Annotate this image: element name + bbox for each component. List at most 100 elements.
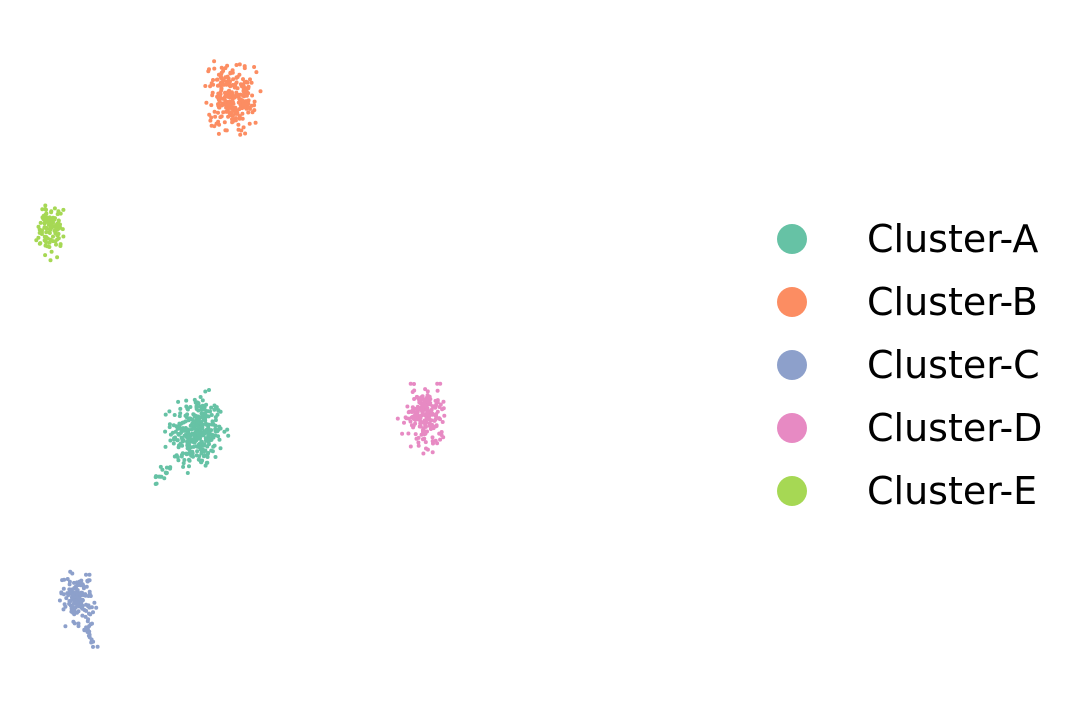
- point-cluster-a-335: [162, 476, 167, 481]
- point-cluster-a-298: [205, 455, 210, 459]
- point-cluster-b-140: [234, 63, 239, 67]
- point-cluster-d-188: [435, 400, 440, 405]
- point-cluster-b-156: [240, 116, 245, 121]
- point-cluster-e-109: [55, 233, 60, 238]
- point-cluster-c-128: [68, 590, 73, 595]
- point-cluster-e-105: [38, 220, 43, 225]
- point-cluster-a-113: [181, 461, 186, 466]
- point-cluster-c-12: [63, 624, 68, 629]
- point-cluster-d-140: [413, 432, 418, 437]
- point-cluster-b-11: [241, 125, 246, 130]
- point-cluster-a-264: [215, 412, 220, 417]
- point-cluster-c-134: [83, 593, 88, 598]
- point-cluster-d-161: [413, 406, 417, 411]
- point-cluster-e-65: [50, 216, 54, 221]
- point-cluster-d-141: [432, 418, 437, 423]
- point-cluster-e-106: [48, 237, 53, 242]
- point-cluster-b-237: [230, 117, 234, 122]
- point-cluster-b-81: [238, 132, 243, 137]
- point-cluster-b-217: [230, 91, 235, 96]
- point-cluster-d-72: [416, 443, 421, 448]
- point-cluster-a-317: [189, 431, 194, 436]
- point-cluster-a-307: [205, 452, 210, 456]
- point-cluster-b-164: [248, 77, 252, 82]
- point-cluster-d-138: [420, 437, 425, 442]
- point-cluster-b-257: [246, 98, 251, 103]
- point-cluster-e-107: [43, 243, 48, 248]
- point-cluster-c-86: [61, 586, 66, 591]
- point-cluster-b-72: [254, 70, 259, 75]
- point-cluster-b-249: [227, 101, 232, 106]
- point-cluster-d-185: [438, 437, 443, 442]
- point-cluster-a-295: [200, 430, 204, 435]
- point-cluster-e-69: [55, 255, 60, 260]
- point-cluster-b-251: [203, 84, 208, 88]
- point-cluster-d-166: [415, 404, 420, 409]
- point-cluster-d-181: [403, 415, 408, 420]
- point-cluster-d-172: [421, 430, 425, 434]
- legend-marker-cluster-c: [777, 349, 807, 380]
- point-cluster-b-75: [252, 65, 257, 69]
- point-cluster-b-188: [224, 103, 229, 108]
- point-cluster-d-7: [406, 431, 411, 436]
- series-cluster-d: [395, 381, 447, 456]
- point-cluster-b-214: [241, 84, 246, 89]
- legend-item-cluster-c: Cluster-C: [760, 333, 1080, 396]
- point-cluster-a-212: [217, 437, 222, 442]
- point-cluster-e-14: [49, 249, 54, 254]
- point-cluster-e-71: [43, 203, 48, 208]
- series-cluster-c: [57, 569, 100, 649]
- series-cluster-e: [34, 203, 66, 263]
- point-cluster-d-120: [411, 425, 416, 430]
- point-cluster-a-249: [226, 433, 231, 438]
- point-cluster-e-43: [54, 242, 58, 247]
- point-cluster-b-197: [237, 72, 242, 77]
- point-cluster-a-176: [213, 455, 218, 459]
- point-cluster-b-40: [216, 110, 220, 115]
- point-cluster-c-99: [68, 603, 73, 608]
- point-cluster-a-78: [196, 408, 201, 413]
- point-cluster-a-218: [200, 398, 205, 403]
- point-cluster-e-83: [44, 225, 49, 230]
- point-cluster-d-79: [430, 435, 435, 440]
- point-cluster-b-189: [213, 114, 218, 119]
- point-cluster-c-114: [60, 578, 65, 583]
- series-cluster-b: [203, 59, 263, 137]
- point-cluster-b-205: [214, 77, 219, 82]
- point-cluster-d-175: [423, 413, 428, 418]
- point-cluster-a-292: [222, 429, 227, 434]
- point-cluster-a-253: [218, 446, 223, 451]
- point-cluster-e-64: [38, 241, 43, 246]
- point-cluster-b-200: [222, 78, 226, 83]
- point-cluster-b-234: [244, 93, 249, 98]
- point-cluster-a-201: [175, 438, 180, 443]
- point-cluster-b-76: [204, 100, 209, 105]
- point-cluster-b-160: [212, 66, 217, 71]
- point-cluster-b-177: [241, 77, 245, 82]
- point-cluster-d-173: [438, 417, 442, 422]
- legend-marker-cluster-b: [777, 286, 807, 317]
- point-cluster-a-252: [191, 454, 195, 459]
- point-cluster-d-180: [425, 393, 430, 398]
- point-cluster-b-59: [243, 131, 248, 136]
- point-cluster-a-243: [167, 409, 172, 414]
- point-cluster-e-73: [36, 224, 41, 229]
- point-cluster-d-75: [402, 420, 406, 425]
- point-cluster-c-87: [92, 600, 97, 605]
- point-cluster-a-322: [202, 405, 207, 410]
- point-cluster-a-241: [203, 463, 208, 468]
- point-cluster-b-243: [228, 70, 233, 75]
- legend-item-cluster-d: Cluster-D: [760, 396, 1080, 459]
- point-cluster-b-69: [209, 115, 214, 120]
- point-cluster-a-340: [176, 458, 181, 463]
- point-cluster-d-119: [434, 412, 439, 417]
- point-cluster-b-259: [216, 97, 221, 102]
- point-cluster-d-65: [442, 413, 447, 418]
- point-cluster-e-100: [42, 238, 47, 243]
- point-cluster-e-12: [52, 206, 57, 211]
- point-cluster-b-241: [234, 75, 239, 80]
- point-cluster-c-151: [91, 644, 95, 649]
- point-cluster-b-161: [215, 83, 220, 88]
- point-cluster-d-127: [430, 439, 435, 444]
